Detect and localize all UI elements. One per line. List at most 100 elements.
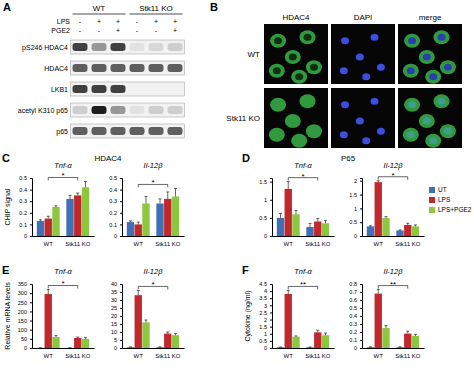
y-tick-label: 1: [354, 206, 357, 212]
error-cap: [39, 347, 42, 348]
chart-title: Il-12β: [384, 267, 404, 276]
y-axis-line: [120, 285, 123, 349]
y-tick-label: 0: [114, 233, 117, 239]
y-tick-mark: [120, 340, 122, 341]
x-axis-line: [33, 348, 95, 349]
y-tick-label: 0.5: [109, 175, 117, 181]
bar: [367, 226, 374, 236]
y-tick: 0.2: [19, 210, 32, 216]
blot-band: [168, 106, 183, 114]
y-tick-label: 25: [111, 305, 117, 311]
condition-label: LPS: [57, 18, 71, 25]
bar-chart: DP65Tnf-α00.511.5WTStk11 KO*: [242, 152, 356, 247]
y-tick-mark: [270, 327, 272, 328]
cell-hdac4: [270, 98, 286, 112]
y-tick-mark: [360, 222, 362, 223]
condition-sign: +: [116, 27, 120, 34]
panel-letter: E: [2, 264, 9, 276]
x-tick-label: WT: [284, 353, 294, 359]
error-line: [70, 347, 71, 348]
y-tick-label: 0.7: [349, 289, 357, 295]
y-tick-mark: [30, 311, 32, 312]
y-tick-mark: [120, 308, 122, 309]
nucleus-dapi: [340, 131, 348, 138]
bar-chart: Il-12β00.10.20.30.40.50.60.70.8WTStk11 K…: [349, 267, 424, 359]
cell-hdac4: [440, 60, 456, 74]
bar-chart: Il-12β00.511.52WTStk11 KO*UTLPSLPS+PGE2: [349, 161, 471, 247]
y-tick-label: 2.5: [259, 310, 267, 316]
error-line: [317, 330, 318, 332]
error-cap: [316, 218, 319, 219]
y-tick-label: 0.6: [349, 297, 357, 303]
bar: [375, 182, 382, 236]
error-line: [310, 223, 311, 227]
y-tick: 50: [21, 336, 32, 342]
y-tick-label: 0.2: [349, 329, 357, 335]
bar: [285, 189, 292, 236]
error-bar: [159, 346, 162, 347]
error-bar: [377, 181, 380, 182]
nucleus-merge: [407, 131, 415, 138]
plot-area: [367, 181, 419, 236]
error-cap: [54, 205, 57, 206]
cell-hdac4: [403, 128, 419, 142]
bar: [142, 322, 149, 348]
legend-label: LPS: [438, 196, 451, 203]
y-tick-label: 4: [264, 288, 267, 294]
y-tick: 0.5: [109, 175, 122, 181]
image-background: [331, 88, 395, 148]
y-tick-label: 35: [111, 289, 117, 295]
error-line: [295, 211, 296, 215]
error-bar: [309, 347, 312, 348]
nucleus-dapi: [371, 98, 379, 105]
y-tick-label: 0: [354, 233, 357, 239]
nucleus-dark: [310, 64, 318, 71]
error-bar: [279, 214, 282, 218]
bar: [314, 332, 321, 348]
nucleus-merge: [429, 137, 437, 144]
x-tick-label: Stk11 KO: [395, 241, 421, 247]
y-tick-label: 0: [24, 233, 27, 239]
nucleus-dapi: [356, 118, 364, 125]
y-tick-label: 0.1: [109, 222, 117, 228]
y-tick-label: 30: [111, 297, 117, 303]
y-tick-label: 100: [18, 327, 27, 333]
group-underline: [73, 14, 126, 15]
y-tick-mark: [120, 292, 122, 293]
x-tick: WT: [134, 348, 144, 359]
y-tick-mark: [120, 332, 122, 333]
error-cap: [414, 334, 417, 335]
nucleus-dark: [408, 37, 416, 44]
nucleus-dark: [274, 37, 282, 44]
error-bar: [84, 338, 87, 339]
error-cap: [47, 289, 50, 290]
y-tick-mark: [120, 201, 122, 202]
error-line: [55, 336, 56, 337]
nucleus-dapi: [341, 101, 349, 108]
y-tick: 0: [354, 233, 362, 239]
condition-sign: -: [79, 18, 82, 25]
x-tick-label: Stk11 KO: [155, 353, 181, 359]
y-tick-label: 1.5: [349, 192, 357, 198]
error-line: [378, 181, 379, 182]
condition-sign: -: [136, 27, 139, 34]
x-tick-label: Stk11 KO: [305, 353, 331, 359]
y-tick-mark: [360, 236, 362, 237]
error-cap: [294, 210, 297, 211]
legend-label: UT: [438, 186, 447, 193]
error-cap: [159, 346, 162, 347]
micrograph-image: [331, 88, 395, 148]
error-bar: [54, 336, 57, 337]
y-tick: 0: [24, 233, 32, 239]
x-axis: WTStk11 KO: [363, 348, 425, 359]
y-axis: 00.511.5: [259, 179, 272, 240]
significance-label: *: [61, 171, 64, 180]
error-bar: [166, 332, 169, 334]
y-tick: 0.4: [19, 187, 32, 193]
y-tick-label: 20: [111, 313, 117, 319]
blot-band: [111, 85, 126, 93]
bar: [382, 328, 389, 348]
error-line: [280, 214, 281, 218]
y-tick-label: 150: [18, 318, 27, 324]
cell-hdac4: [300, 94, 316, 108]
